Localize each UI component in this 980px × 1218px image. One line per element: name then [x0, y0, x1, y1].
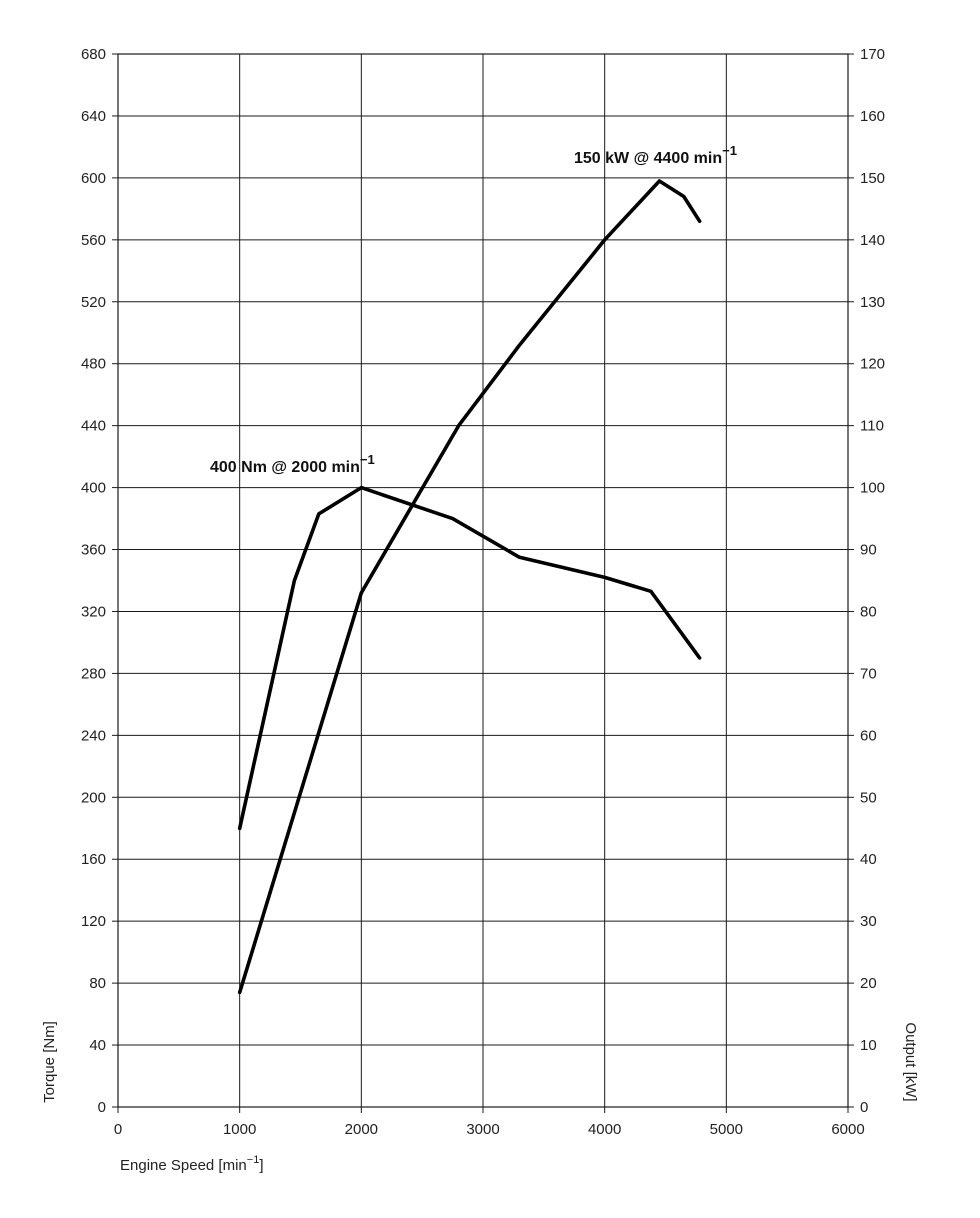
y-right-tick-label: 140	[860, 232, 885, 249]
y-right-axis-title: Output [kW]	[902, 1022, 919, 1101]
y-left-axis-title: Torque [Nm]	[41, 1021, 58, 1103]
y-right-tick-label: 170	[860, 46, 885, 63]
y-right-tick-label: 10	[860, 1037, 877, 1054]
torque-peak-annotation: 400 Nm @ 2000 min−1	[210, 452, 375, 476]
torque-curve	[237, 485, 702, 831]
y-left-tick-label: 600	[81, 170, 106, 187]
power-peak-annotation: 150 kW @ 4400 min−1	[574, 143, 737, 167]
torque-peak-annotation-superscript: −1	[360, 452, 375, 467]
x-tick-label: 0	[114, 1121, 122, 1138]
y-left-tick-label: 560	[81, 232, 106, 249]
y-right-tick-label: 0	[860, 1099, 868, 1116]
tick-labels: 0 1000 2000 3000 4000 5000 6000040801201602002…	[81, 46, 885, 1138]
x-tick-label: 2000	[345, 1121, 378, 1138]
y-left-tick-label: 440	[81, 418, 106, 435]
y-right-tick-label: 90	[860, 542, 877, 559]
x-axis-title-superscript: −1	[247, 1154, 260, 1166]
x-tick-label: 4000	[588, 1121, 621, 1138]
y-right-tick-label: 70	[860, 665, 877, 682]
x-axis-title: Engine Speed [min−1]	[120, 1154, 263, 1174]
y-right-tick-label: 30	[860, 913, 877, 930]
power-peak-annotation-superscript: −1	[722, 143, 737, 158]
y-right-tick-label: 130	[860, 294, 885, 311]
y-left-tick-label: 160	[81, 851, 106, 868]
y-left-tick-label: 120	[81, 913, 106, 930]
x-tick-label: 3000	[466, 1121, 499, 1138]
y-right-tick-label: 80	[860, 603, 877, 620]
y-right-tick-label: 100	[860, 480, 885, 497]
y-left-tick-label: 520	[81, 294, 106, 311]
y-left-tick-label: 320	[81, 603, 106, 620]
y-left-tick-label: 400	[81, 480, 106, 497]
x-tick-label: 1000	[223, 1121, 256, 1138]
y-right-tick-label: 40	[860, 851, 877, 868]
y-left-tick-label: 80	[89, 975, 106, 992]
y-left-tick-label: 280	[81, 665, 106, 682]
y-left-tick-label: 0	[98, 1099, 106, 1116]
x-tick-label: 6000	[831, 1121, 864, 1138]
y-right-tick-label: 50	[860, 789, 877, 806]
y-right-tick-label: 160	[860, 108, 885, 125]
y-right-tick-label: 60	[860, 727, 877, 744]
y-left-tick-label: 480	[81, 356, 106, 373]
series-layer	[237, 179, 702, 995]
y-right-tick-label: 120	[860, 356, 885, 373]
plot-frame	[117, 53, 849, 1108]
y-right-tick-label: 20	[860, 975, 877, 992]
output-curve	[237, 179, 702, 995]
y-left-tick-label: 640	[81, 108, 106, 125]
grid	[112, 53, 854, 1113]
x-axis-title-suffix: ]	[259, 1157, 263, 1174]
y-right-tick-label: 150	[860, 170, 885, 187]
y-left-tick-label: 240	[81, 727, 106, 744]
y-left-tick-label: 40	[89, 1037, 106, 1054]
y-left-tick-label: 200	[81, 789, 106, 806]
x-tick-label: 5000	[710, 1121, 743, 1138]
y-left-tick-label: 360	[81, 542, 106, 559]
y-right-tick-label: 110	[860, 418, 884, 435]
y-left-tick-label: 680	[81, 46, 106, 63]
